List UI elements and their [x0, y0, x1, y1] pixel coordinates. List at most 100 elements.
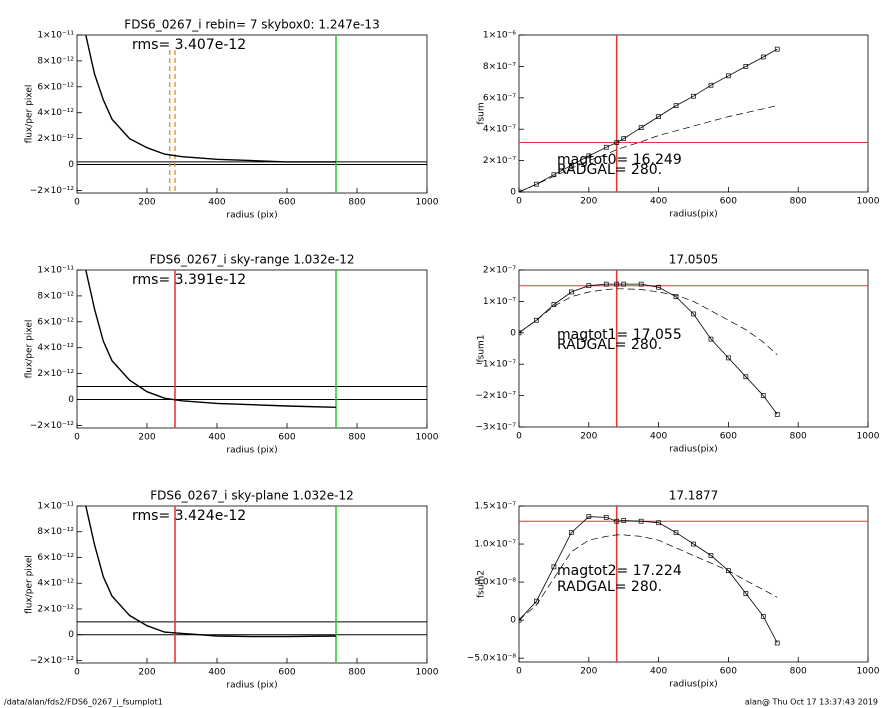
y-tick-label: 6×10⁻¹²	[37, 317, 74, 327]
y-tick-label: 0	[68, 160, 74, 170]
square-marker	[774, 412, 780, 417]
x-tick-label: 1000	[416, 668, 439, 678]
square-marker	[656, 114, 661, 119]
y-tick-label: 4×10⁻¹²	[37, 579, 74, 589]
dashed-profile	[519, 288, 778, 356]
dashed-profile	[519, 105, 778, 192]
square-marker	[621, 518, 627, 523]
square-marker	[534, 317, 539, 323]
x-tick-label: 400	[650, 432, 667, 442]
x-tick-label: 600	[720, 197, 737, 207]
chart-title: 17.0505	[669, 253, 719, 267]
y-axis-label: flux/per pixel	[25, 85, 35, 144]
y-tick-label: −2×10⁻⁷	[475, 391, 516, 401]
x-tick-label: 800	[790, 432, 807, 442]
y-tick-label: 8×10⁻¹²	[37, 291, 74, 301]
x-tick-label: 0	[516, 432, 522, 442]
y-tick-label: 0	[68, 630, 74, 640]
x-tick-label: 0	[74, 198, 80, 208]
plot-frame	[76, 505, 428, 664]
square-marker	[774, 46, 780, 52]
y-tick-label: 1×10⁻⁶	[483, 31, 516, 41]
annotation: magtot2= 17.224	[557, 563, 682, 579]
y-tick-label: −2×10⁻¹²	[30, 421, 75, 431]
plot-frame	[76, 269, 428, 429]
square-marker	[743, 64, 749, 69]
square-marker	[673, 294, 679, 300]
y-tick-label: −2×10⁻¹²	[30, 186, 75, 196]
square-marker	[603, 144, 609, 150]
x-tick-label: 0	[516, 197, 522, 207]
x-tick-label: 1000	[857, 197, 880, 207]
plot-frame	[518, 505, 869, 663]
x-axis-label: radius(pix)	[669, 445, 717, 455]
x-tick-label: 1000	[416, 433, 439, 443]
x-tick-label: 800	[348, 433, 365, 443]
y-tick-label: 8×10⁻¹²	[37, 56, 74, 66]
x-tick-label: 0	[74, 668, 80, 678]
y-tick-label: −2×10⁻¹²	[30, 656, 75, 666]
y-tick-label: 6×10⁻⁷	[483, 93, 516, 103]
square-marker	[708, 336, 714, 342]
square-marker	[603, 515, 609, 520]
square-marker	[673, 103, 679, 109]
square-marker	[534, 181, 539, 187]
profile-line	[85, 270, 337, 408]
x-tick-label: 800	[790, 667, 807, 677]
chart-title: FDS6_0267_i rebin= 7 skybox0: 1.247e-13	[124, 18, 379, 32]
square-marker	[621, 136, 627, 141]
x-tick-label: 200	[138, 433, 155, 443]
profile-line	[519, 48, 778, 192]
square-marker	[568, 162, 574, 168]
square-marker	[551, 302, 557, 307]
x-tick-label: 800	[348, 198, 365, 208]
x-tick-label: 1000	[857, 432, 880, 442]
square-marker	[673, 530, 679, 535]
x-tick-label: 200	[138, 668, 155, 678]
annotation: rms= 3.407e-12	[132, 37, 246, 53]
y-tick-label: 2×10⁻¹²	[37, 604, 74, 614]
x-tick-label: 600	[278, 433, 295, 443]
square-marker	[586, 514, 592, 520]
y-tick-label: 2×10⁻⁷	[483, 156, 516, 166]
square-marker	[760, 54, 766, 60]
x-tick-label: 400	[208, 668, 225, 678]
annotation: magtot1= 17.055	[557, 327, 682, 343]
profile-line	[85, 506, 337, 638]
chart-title: FDS6_0267_i sky-plane 1.032e-12	[150, 489, 354, 503]
square-marker	[614, 281, 620, 287]
y-tick-label: 5.0×10⁻⁸	[474, 578, 516, 588]
x-tick-label: 800	[348, 668, 365, 678]
square-marker	[568, 289, 574, 295]
square-marker	[638, 518, 644, 524]
square-marker	[691, 93, 696, 99]
square-marker	[534, 598, 539, 604]
plot-frame	[518, 34, 869, 193]
square-marker	[691, 541, 696, 547]
square-marker	[551, 564, 557, 570]
square-marker	[760, 393, 766, 398]
x-tick-label: 400	[208, 198, 225, 208]
y-tick-label: 0	[510, 616, 516, 626]
square-marker	[743, 374, 749, 380]
square-marker	[614, 140, 620, 145]
y-tick-label: 4×10⁻¹²	[37, 108, 74, 118]
x-tick-label: 200	[580, 667, 597, 677]
square-marker	[603, 281, 609, 287]
x-tick-label: 600	[720, 432, 737, 442]
y-axis-label: fsum	[477, 102, 487, 124]
y-axis-label: fsum2	[477, 570, 487, 598]
annotation: rms= 3.424e-12	[132, 508, 246, 524]
dashed-profile	[519, 534, 778, 621]
y-tick-label: 1×10⁻⁷	[483, 297, 516, 307]
y-tick-label: −3×10⁻⁷	[475, 423, 516, 433]
footer-stamp: alan@ Thu Oct 17 13:37:43 2019	[745, 698, 878, 707]
x-axis-label: radius (pix)	[226, 681, 277, 691]
y-tick-label: 2×10⁻¹²	[37, 369, 74, 379]
x-axis-label: radius(pix)	[669, 210, 717, 220]
x-tick-label: 400	[650, 667, 667, 677]
y-tick-label: 1×10⁻¹¹	[37, 31, 74, 41]
chart-title: 17.1877	[669, 489, 719, 503]
